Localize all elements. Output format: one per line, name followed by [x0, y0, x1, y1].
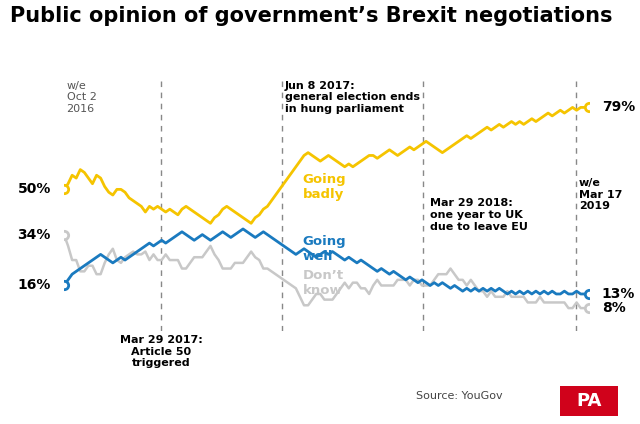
Text: Source: YouGov: Source: YouGov	[416, 391, 502, 401]
Text: Going
well: Going well	[303, 235, 346, 263]
Text: 50%: 50%	[17, 182, 51, 196]
Text: Jun 8 2017:
general election ends
in hung parliament: Jun 8 2017: general election ends in hun…	[285, 81, 420, 114]
Text: Public opinion of government’s Brexit negotiations: Public opinion of government’s Brexit ne…	[10, 6, 612, 26]
Text: 34%: 34%	[17, 228, 51, 242]
Text: 13%: 13%	[602, 287, 636, 301]
Text: w/e
Oct 2
2016: w/e Oct 2 2016	[67, 81, 97, 114]
Text: Mar 29 2018:
one year to UK
due to leave EU: Mar 29 2018: one year to UK due to leave…	[430, 198, 528, 232]
Text: Don’t
know: Don’t know	[303, 269, 344, 297]
Text: w/e
Mar 17
2019: w/e Mar 17 2019	[579, 178, 622, 211]
Text: 8%: 8%	[602, 301, 626, 315]
Text: PA: PA	[576, 392, 602, 410]
Text: 79%: 79%	[602, 100, 635, 114]
Text: Going
badly: Going badly	[303, 173, 346, 201]
Text: Mar 29 2017:
Article 50
triggered: Mar 29 2017: Article 50 triggered	[120, 335, 202, 368]
Text: 16%: 16%	[17, 279, 51, 293]
